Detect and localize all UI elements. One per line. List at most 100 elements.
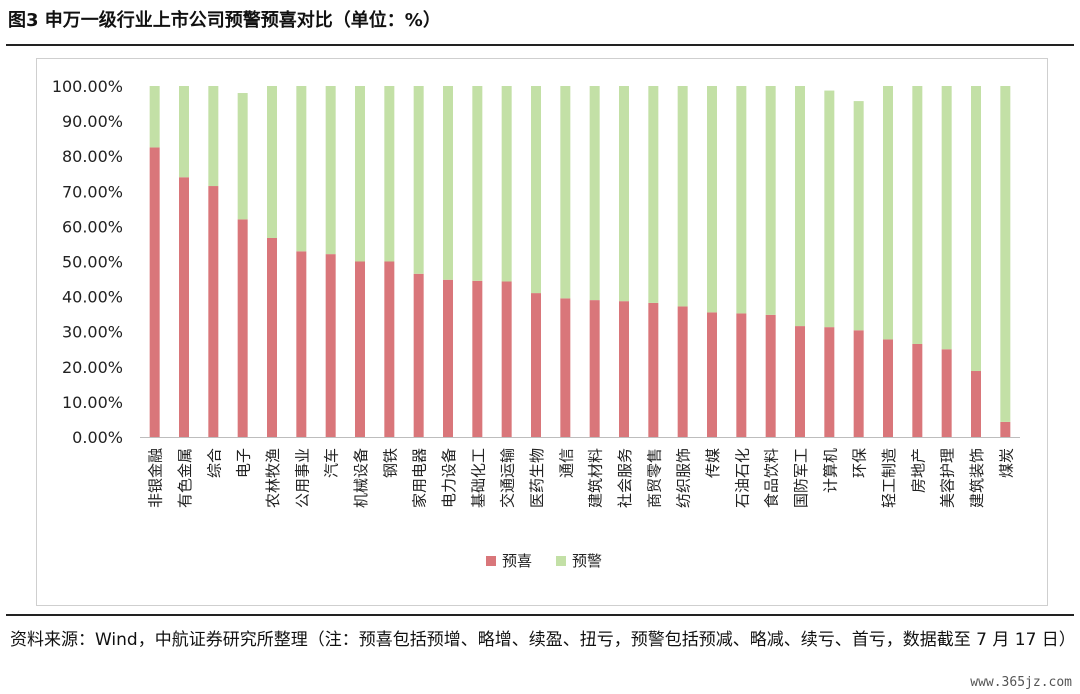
x-tick-label: 通信 (557, 448, 575, 478)
bar-yuxi (1000, 421, 1011, 437)
bar-yuxi (648, 302, 659, 437)
figure-title: 图3 申万一级行业上市公司预警预喜对比（单位：%） (8, 10, 441, 31)
y-tick-label: 30.00% (62, 323, 123, 342)
x-tick-label: 商贸零售 (645, 448, 663, 508)
x-tick-label: 农林牧渔 (264, 448, 282, 508)
x-tick-label: 公用事业 (293, 448, 311, 508)
x-tick-label: 计算机 (821, 448, 839, 493)
bar-yujing (208, 86, 219, 187)
bar-yujing (883, 86, 893, 340)
y-tick-label: 40.00% (62, 288, 123, 307)
bar-yuxi (707, 312, 717, 437)
x-tick-label: 交通运输 (499, 448, 517, 508)
x-tick-label: 非银金融 (147, 448, 165, 508)
bar-yujing (677, 86, 688, 307)
x-tick-label: 传媒 (704, 448, 722, 478)
y-tick-label: 20.00% (62, 358, 123, 377)
bar-yuxi (237, 219, 248, 437)
x-tick-label: 基础化工 (469, 448, 487, 508)
bar-yujing (736, 86, 747, 314)
y-tick-label: 50.00% (62, 253, 123, 272)
x-tick-label: 电力设备 (440, 448, 458, 508)
legend-label-yuxi: 预喜 (502, 552, 532, 570)
legend-swatch-yujing (556, 556, 566, 566)
bar-yuxi (765, 314, 776, 437)
y-tick-label: 90.00% (62, 112, 123, 131)
x-tick-label: 国防军工 (792, 448, 810, 508)
bar-yuxi (208, 186, 219, 437)
bar-yuxi (795, 326, 805, 437)
x-tick-label: 钢铁 (381, 448, 399, 478)
bar-yujing (501, 86, 512, 282)
bar-yujing (179, 86, 189, 178)
bar-yuxi (619, 301, 629, 437)
bar-yuxi (589, 300, 600, 437)
bar-yuxi (941, 349, 952, 437)
watermark: www.365jz.com (970, 675, 1072, 690)
bar-yujing (560, 86, 571, 299)
bar-yuxi (443, 279, 453, 437)
bar-yujing (237, 93, 248, 220)
x-tick-label: 纺织服饰 (675, 448, 693, 508)
bar-yujing (707, 86, 717, 313)
bar-yujing (443, 86, 453, 280)
bar-yuxi (501, 281, 512, 437)
x-tick-label: 建筑装饰 (968, 448, 986, 508)
bar-yujing (355, 86, 365, 262)
title-rule (6, 44, 1074, 46)
x-tick-label: 石油石化 (733, 448, 751, 508)
bar-yujing (589, 86, 600, 301)
x-tick-label: 美容护理 (939, 448, 957, 508)
y-tick-label: 100.00% (52, 77, 123, 96)
legend-swatch-yuxi (486, 556, 496, 566)
bar-yujing (413, 86, 424, 274)
bar-yuxi (883, 339, 893, 437)
bar-yuxi (413, 273, 424, 437)
x-tick-label: 社会服务 (616, 448, 634, 508)
bar-yuxi (384, 261, 395, 437)
x-tick-label: 轻工制造 (880, 448, 898, 508)
y-tick-label: 10.00% (62, 393, 123, 412)
x-tick-label: 建筑材料 (587, 448, 605, 508)
bar-yuxi (325, 254, 336, 437)
bar-yujing (971, 86, 981, 372)
x-tick-label: 综合 (205, 448, 223, 478)
bar-yujing (795, 86, 805, 327)
x-tick-label: 煤炭 (997, 448, 1015, 478)
bar-yujing (824, 90, 835, 328)
y-tick-label: 80.00% (62, 147, 123, 166)
y-tick-label: 0.00% (72, 428, 123, 447)
bar-yujing (619, 86, 629, 302)
bar-yujing (648, 86, 659, 303)
source-note: 资料来源：Wind，中航证券研究所整理（注：预喜包括预增、略增、续盈、扭亏，预警… (10, 630, 1076, 650)
bar-yuxi (355, 261, 365, 437)
bar-yujing (531, 86, 541, 294)
y-tick-label: 70.00% (62, 182, 123, 201)
bar-yujing (149, 86, 160, 148)
bar-yuxi (560, 298, 571, 437)
x-tick-label: 汽车 (323, 448, 341, 478)
bar-yujing (296, 86, 307, 252)
bar-yujing (853, 101, 864, 331)
x-tick-label: 家用电器 (411, 448, 429, 508)
bar-yuxi (677, 306, 688, 437)
bar-yujing (267, 86, 277, 238)
bar-yuxi (267, 237, 277, 437)
x-tick-label: 房地产 (909, 448, 927, 493)
x-tick-label: 食品饮料 (763, 448, 781, 508)
bar-yujing (1000, 86, 1011, 422)
x-tick-label: 有色金属 (176, 448, 194, 508)
bar-yuxi (853, 330, 864, 437)
bar-yujing (912, 86, 923, 344)
bar-yujing (472, 86, 483, 281)
bar-yuxi (149, 147, 160, 438)
bar-yuxi (971, 371, 981, 437)
bar-yuxi (179, 177, 189, 437)
x-tick-label: 医药生物 (528, 448, 546, 508)
y-tick-label: 60.00% (62, 217, 123, 236)
bar-yujing (765, 86, 776, 315)
bar-yujing (941, 86, 952, 350)
source-rule (6, 614, 1074, 616)
bar-yujing (325, 86, 336, 255)
